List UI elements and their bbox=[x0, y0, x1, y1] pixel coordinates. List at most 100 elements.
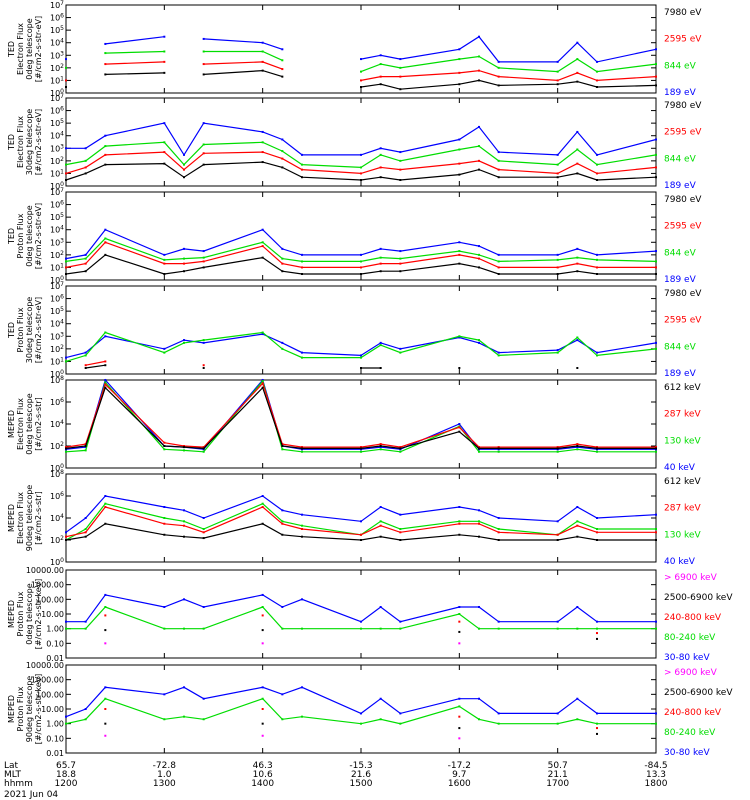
data-point bbox=[163, 351, 166, 354]
legend-entry: 844 eV bbox=[664, 61, 697, 71]
data-point bbox=[261, 141, 264, 144]
data-point bbox=[281, 138, 284, 141]
data-point bbox=[497, 450, 500, 453]
data-point bbox=[458, 250, 461, 253]
plot-frame bbox=[65, 379, 657, 469]
data-point bbox=[478, 341, 480, 344]
data-point bbox=[163, 347, 166, 350]
data-point bbox=[202, 697, 205, 700]
data-point bbox=[576, 148, 579, 151]
data-point bbox=[478, 55, 480, 58]
data-point bbox=[84, 253, 87, 256]
data-point bbox=[478, 266, 480, 269]
y-tick-label: 103 bbox=[50, 237, 64, 247]
data-point bbox=[576, 524, 579, 527]
legend-entry: 287 keV bbox=[664, 410, 701, 420]
footer-hhmm-value: 1500 bbox=[350, 779, 373, 789]
data-point bbox=[576, 448, 579, 451]
data-point bbox=[261, 228, 264, 231]
data-point bbox=[576, 270, 579, 273]
data-point bbox=[379, 63, 382, 66]
data-point bbox=[497, 722, 500, 725]
data-point bbox=[84, 531, 87, 534]
data-point bbox=[261, 686, 264, 689]
data-point bbox=[360, 712, 362, 715]
data-point bbox=[399, 159, 402, 162]
data-point bbox=[301, 168, 303, 171]
data-point bbox=[458, 335, 461, 338]
y-tick-label: 103 bbox=[50, 331, 64, 341]
data-point bbox=[261, 241, 264, 244]
data-point bbox=[379, 448, 382, 451]
data-point bbox=[261, 502, 264, 505]
data-point bbox=[104, 42, 107, 45]
data-point bbox=[458, 727, 461, 730]
data-point bbox=[65, 620, 67, 623]
data-point bbox=[556, 83, 559, 86]
legend-entry: 240-800 keV bbox=[664, 708, 722, 718]
data-point bbox=[596, 539, 598, 541]
data-point bbox=[301, 686, 303, 689]
data-point bbox=[104, 686, 107, 689]
data-point bbox=[84, 627, 87, 630]
data-point bbox=[556, 153, 559, 156]
data-point bbox=[281, 627, 284, 630]
data-point bbox=[281, 718, 284, 721]
data-point bbox=[301, 273, 303, 276]
data-point bbox=[84, 528, 87, 530]
data-point bbox=[84, 270, 87, 273]
data-point bbox=[576, 446, 579, 449]
data-point bbox=[458, 697, 461, 700]
data-point bbox=[399, 712, 402, 715]
data-point bbox=[379, 520, 382, 523]
data-point bbox=[478, 339, 480, 342]
data-point bbox=[301, 153, 303, 156]
legend-entry: 612 keV bbox=[664, 383, 701, 393]
data-point bbox=[655, 63, 657, 66]
data-point bbox=[261, 593, 264, 596]
data-point bbox=[655, 153, 657, 156]
data-point bbox=[596, 517, 598, 519]
legend-entry: > 6900 keV bbox=[664, 573, 718, 583]
data-point bbox=[399, 88, 402, 91]
chart-panel-7: 10000.00 1000.00 100.00 10.00 1.00 0.10 0.01ME… bbox=[7, 566, 733, 663]
data-point bbox=[497, 253, 500, 256]
y-tick-label: 106 bbox=[50, 397, 64, 407]
footer-hhmm-value: 1800 bbox=[645, 779, 668, 789]
data-point bbox=[360, 627, 362, 630]
data-point bbox=[379, 535, 382, 538]
footer-row-label: MLT bbox=[4, 770, 22, 780]
data-point bbox=[104, 697, 107, 700]
data-point bbox=[379, 627, 382, 630]
data-point bbox=[65, 147, 67, 150]
series-line-189-ev bbox=[66, 122, 657, 157]
data-point bbox=[104, 606, 107, 609]
data-point bbox=[84, 443, 87, 446]
data-point bbox=[497, 539, 500, 541]
data-point bbox=[301, 513, 303, 516]
data-point bbox=[183, 715, 185, 718]
data-point bbox=[281, 347, 284, 350]
y-axis-label: MEPEDProton Flux90deg telescope[#/cm2-s-… bbox=[7, 674, 43, 745]
y-tick-label: 107 bbox=[50, 93, 64, 103]
y-tick-label: 1000.00 bbox=[31, 676, 64, 685]
data-point bbox=[163, 258, 166, 261]
data-point bbox=[163, 50, 166, 53]
data-point bbox=[261, 506, 264, 508]
legend-entry: 40 keV bbox=[664, 463, 696, 473]
data-point bbox=[497, 273, 500, 276]
data-point bbox=[163, 71, 166, 74]
data-point bbox=[261, 151, 264, 154]
y-tick-label: 103 bbox=[50, 143, 64, 153]
data-point bbox=[458, 630, 461, 633]
series-line-30-80-kev bbox=[65, 686, 656, 718]
data-point bbox=[478, 159, 480, 162]
data-point bbox=[655, 273, 657, 276]
data-point bbox=[301, 266, 303, 269]
y-tick-label: 100 bbox=[50, 275, 64, 285]
data-point bbox=[183, 449, 185, 452]
data-point bbox=[84, 517, 87, 519]
data-point bbox=[596, 722, 598, 725]
legend-entry: 189 eV bbox=[664, 369, 697, 379]
legend-entry: 7980 eV bbox=[664, 195, 702, 205]
